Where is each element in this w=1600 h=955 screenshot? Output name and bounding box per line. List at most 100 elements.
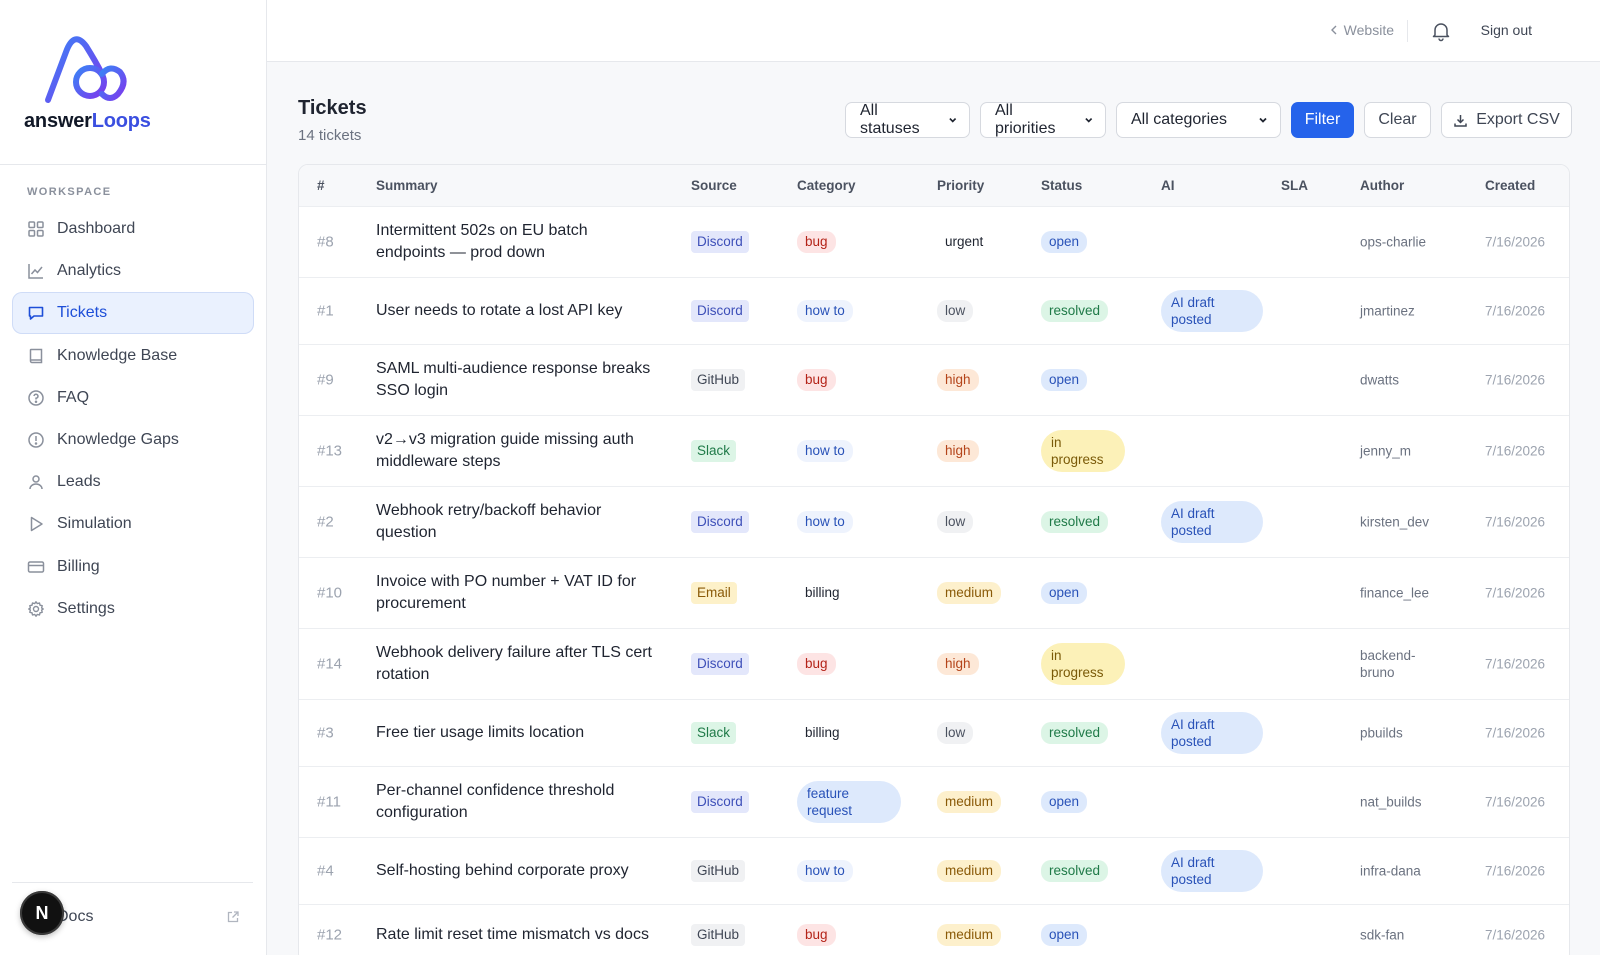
col-category-header[interactable]: Category <box>797 178 856 193</box>
chevron-down-icon <box>1259 117 1267 123</box>
category-badge-cell: how to <box>797 860 853 882</box>
table-row[interactable]: #2 Webhook retry/backoff behavior questio… <box>299 487 1569 558</box>
priority-badge: low <box>937 722 974 744</box>
ticket-created: 7/16/2026 <box>1485 234 1546 250</box>
bell-icon[interactable] <box>1430 20 1452 42</box>
sidebar-item-billing[interactable]: Billing <box>12 546 254 588</box>
table-row[interactable]: #3 Free tier usage limits location Slack bi… <box>299 700 1569 767</box>
ticket-author: finance_lee <box>1360 585 1430 601</box>
table-row[interactable]: #12 Rate limit reset time mismatch vs doc… <box>299 905 1569 955</box>
status-badge: resolved <box>1041 511 1109 533</box>
ticket-created: 7/16/2026 <box>1485 725 1546 741</box>
table-row[interactable]: #11 Per-channel confidence threshold conf… <box>299 767 1569 838</box>
docs-link[interactable]: Docs <box>12 900 254 934</box>
table-header: # Summary Source Category Priority Status AI SL… <box>299 165 1569 207</box>
external-link-icon <box>227 911 239 923</box>
col-author-header[interactable]: Author <box>1360 178 1405 193</box>
sidebar-item-knowledge-gaps[interactable]: Knowledge Gaps <box>12 419 254 461</box>
ticket-summary[interactable]: Self-hosting behind corporate proxy <box>376 862 629 879</box>
col-ai-header[interactable]: AI <box>1161 178 1175 193</box>
filter-button[interactable]: Filter <box>1291 102 1354 138</box>
ticket-summary[interactable]: Webhook delivery failure after TLS cert … <box>376 644 652 683</box>
sidebar-item-analytics[interactable]: Analytics <box>12 250 254 292</box>
status-select-value: All statuses <box>860 102 920 137</box>
priority-badge-cell: high <box>937 369 979 391</box>
table-row[interactable]: #8 Intermittent 502s on EU batch endpoint… <box>299 207 1569 278</box>
category-badge: bug <box>797 369 836 391</box>
sidebar-item-knowledge-base[interactable]: Knowledge Base <box>12 335 254 377</box>
col-status-header[interactable]: Status <box>1041 178 1083 193</box>
export-csv-button[interactable]: Export CSV <box>1441 102 1572 138</box>
col-sla-header[interactable]: SLA <box>1281 178 1308 193</box>
question-circle-icon <box>27 389 45 407</box>
priority-badge: high <box>937 653 979 675</box>
category-badge: billing <box>805 585 840 600</box>
priority-select[interactable]: All priorities <box>980 102 1106 138</box>
sidebar-item-label: FAQ <box>57 388 90 406</box>
sidebar-item-settings[interactable]: Settings <box>12 588 254 630</box>
priority-badge: medium <box>937 923 1002 946</box>
sidebar-item-dashboard[interactable]: Dashboard <box>12 208 254 250</box>
logo[interactable]: answerLoops <box>24 34 224 134</box>
ticket-summary[interactable]: SAML multi-audience response breaks SSO … <box>376 360 651 399</box>
export-csv-label: Export CSV <box>1476 111 1560 128</box>
col-created-header[interactable]: Created <box>1485 178 1536 193</box>
ticket-summary[interactable]: Intermittent 502s on EU batch endpoints … <box>376 222 588 261</box>
status-badge-cell: in progress <box>1041 430 1125 472</box>
dev-badge[interactable]: N <box>20 891 64 935</box>
ticket-summary[interactable]: v2→v3 migration guide missing auth middl… <box>376 431 634 470</box>
category-badge-cell: bug <box>797 369 836 391</box>
page-title: Tickets <box>298 97 367 119</box>
sidebar-item-leads[interactable]: Leads <box>12 461 254 503</box>
sidebar-item-tickets[interactable]: Tickets <box>12 292 254 335</box>
ticket-summary[interactable]: Free tier usage limits location <box>376 724 585 741</box>
category-badge: how to <box>797 511 853 533</box>
credit-card-icon <box>27 558 45 576</box>
ticket-summary[interactable]: Per-channel confidence threshold configu… <box>376 782 615 821</box>
status-badge: open <box>1041 369 1088 391</box>
table-row[interactable]: #9 SAML multi-audience response breaks SS… <box>299 345 1569 416</box>
priority-badge: medium <box>937 860 1002 882</box>
table-row[interactable]: #1 User needs to rotate a lost API key Dis… <box>299 278 1569 345</box>
ticket-summary[interactable]: Webhook retry/backoff behavior question <box>376 502 602 541</box>
ticket-created: 7/16/2026 <box>1485 303 1546 319</box>
category-badge-cell: feature request <box>797 781 901 823</box>
col-summary-header[interactable]: Summary <box>376 178 438 193</box>
table-row[interactable]: #13 v2→v3 migration guide missing auth mi… <box>299 416 1569 487</box>
category-badge-cell: billing <box>797 722 848 744</box>
category-badge-cell: how to <box>797 440 853 462</box>
ai-badge-cell: AI draft posted <box>1161 850 1263 892</box>
alert-circle-icon <box>27 431 45 449</box>
ticket-id: #10 <box>317 584 343 602</box>
category-select[interactable]: All categories <box>1116 102 1281 138</box>
ticket-author: jenny_m <box>1360 443 1412 459</box>
ticket-summary[interactable]: Rate limit reset time mismatch vs docs <box>376 925 649 943</box>
ticket-author: ops-charlie <box>1360 234 1427 250</box>
col-id-header[interactable]: # <box>317 178 325 193</box>
priority-badge: high <box>937 369 979 391</box>
col-priority-header[interactable]: Priority <box>937 178 985 193</box>
website-link[interactable]: Website <box>1330 22 1394 38</box>
status-badge: open <box>1041 923 1088 946</box>
sidebar-item-simulation[interactable]: Simulation <box>12 503 254 545</box>
priority-badge: medium <box>937 582 1002 604</box>
table-row[interactable]: #14 Webhook delivery failure after TLS ce… <box>299 629 1569 700</box>
ticket-id: #12 <box>317 926 343 943</box>
col-source-header[interactable]: Source <box>691 178 737 193</box>
source-badge-cell: GitHub <box>691 923 746 946</box>
table-row[interactable]: #4 Self-hosting behind corporate proxy Git… <box>299 838 1569 905</box>
status-select[interactable]: All statuses <box>845 102 970 138</box>
status-badge-cell: open <box>1041 231 1088 253</box>
website-label: Website <box>1343 22 1394 38</box>
sidebar-item-faq[interactable]: FAQ <box>12 377 254 419</box>
sidebar-item-label: Analytics <box>57 262 122 280</box>
category-badge-cell: bug <box>797 231 836 253</box>
clear-button[interactable]: Clear <box>1364 102 1431 138</box>
table-row[interactable]: #10 Invoice with PO number + VAT ID for p… <box>299 558 1569 629</box>
source-badge-cell: Slack <box>691 722 737 744</box>
ticket-summary[interactable]: Invoice with PO number + VAT ID for proc… <box>376 573 637 612</box>
category-badge: bug <box>797 231 836 253</box>
ticket-summary[interactable]: User needs to rotate a lost API key <box>376 302 623 319</box>
sidebar-item-label: Knowledge Gaps <box>57 430 179 448</box>
sign-out-button[interactable]: Sign out <box>1480 22 1532 38</box>
